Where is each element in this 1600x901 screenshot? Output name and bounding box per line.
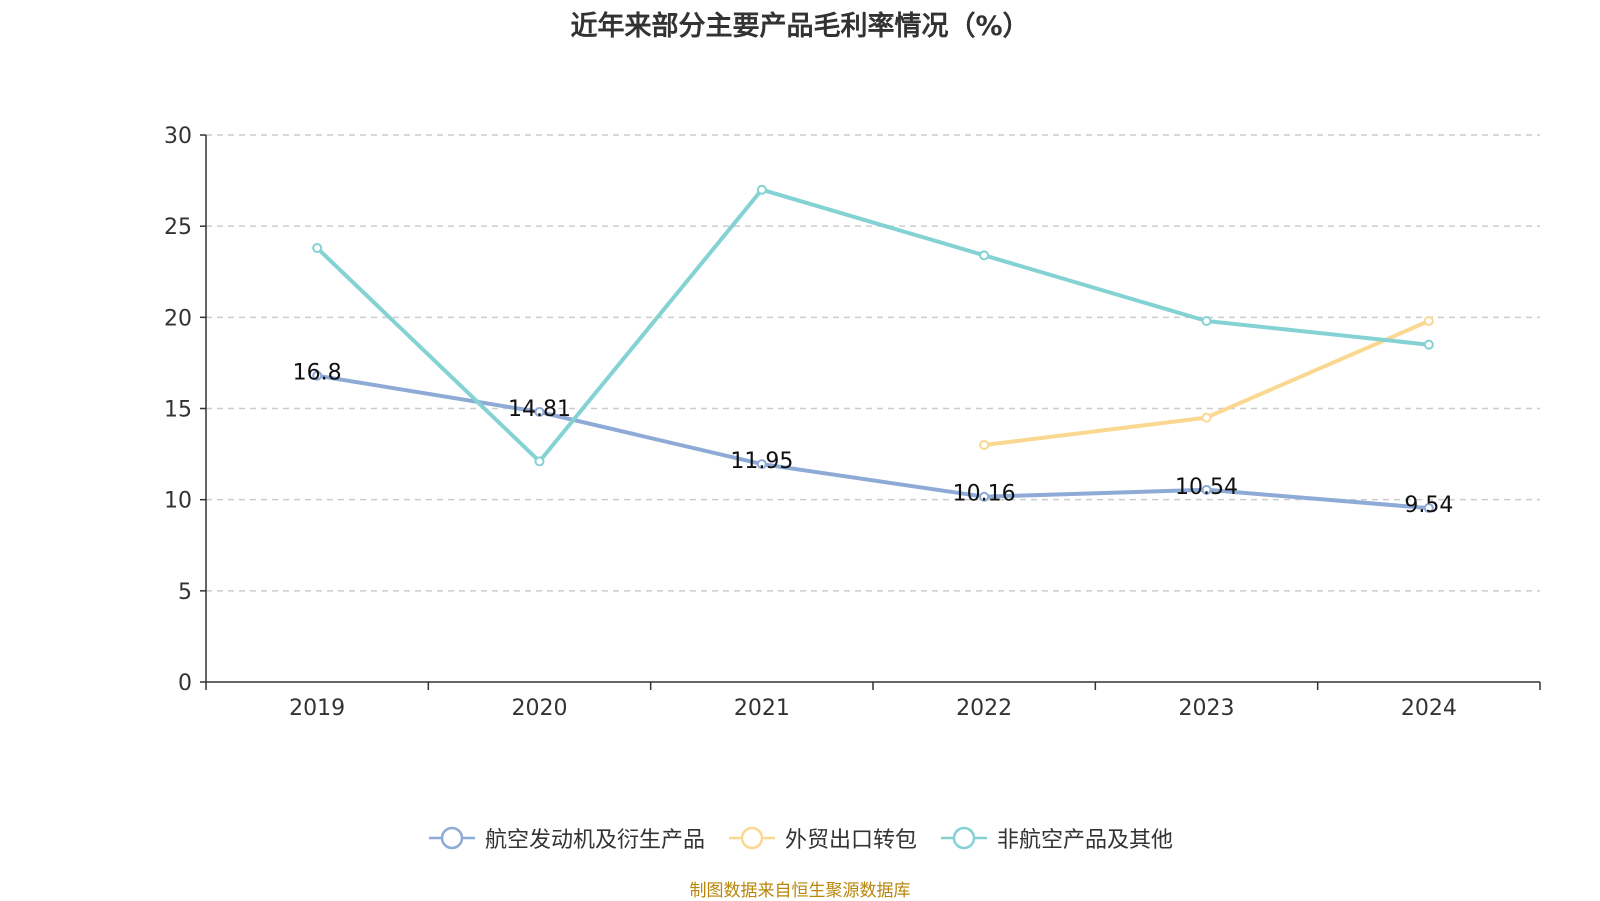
data-label: 16.8 <box>293 361 342 386</box>
data-point-export-subcontract[interactable] <box>1201 412 1212 423</box>
y-tick-label: 10 <box>164 489 192 514</box>
y-tick-label: 0 <box>178 671 192 696</box>
source-note: 制图数据来自恒生聚源数据库 <box>689 881 911 901</box>
series-line-non-aero <box>315 187 1430 464</box>
legend-item-export-subcontract[interactable]: 外贸出口转包 <box>727 822 917 854</box>
x-tick-label: 2019 <box>289 696 345 721</box>
y-tick-label: 5 <box>178 580 192 605</box>
legend-label-non-aero: 非航空产品及其他 <box>997 828 1174 853</box>
data-label: 14.81 <box>508 397 571 422</box>
legend-swatch-aero-engine <box>428 826 475 850</box>
data-label: 10.54 <box>1175 475 1238 500</box>
data-label: 11.95 <box>730 449 793 474</box>
x-tick-label: 2020 <box>512 696 568 721</box>
data-label: 10.16 <box>953 482 1016 507</box>
y-tick-label: 25 <box>164 215 192 240</box>
legend-marker <box>952 826 976 850</box>
data-point-aero-engine[interactable] <box>534 406 545 417</box>
x-tick-label: 2023 <box>1179 696 1235 721</box>
y-tick-label: 15 <box>164 398 192 423</box>
legend-marker <box>740 826 764 850</box>
data-label: 9.54 <box>1404 493 1453 518</box>
data-point-non-aero[interactable] <box>979 250 990 261</box>
legend-item-non-aero[interactable]: 非航空产品及其他 <box>939 822 1173 854</box>
legend: 航空发动机及衍生产品 外贸出口转包 非航空产品及其他 <box>0 822 1600 854</box>
y-tick-label: 20 <box>164 306 192 331</box>
legend-label-export-subcontract: 外贸出口转包 <box>784 828 917 853</box>
data-point-aero-engine[interactable] <box>756 459 767 470</box>
legend-marker <box>440 826 464 850</box>
y-tick-label: 30 <box>164 124 192 149</box>
data-point-aero-engine[interactable] <box>312 370 323 381</box>
legend-label-aero-engine: 航空发动机及衍生产品 <box>484 828 705 853</box>
data-point-non-aero[interactable] <box>1201 315 1212 326</box>
data-point-non-aero[interactable] <box>312 243 323 254</box>
chart-title: 近年来部分主要产品毛利率情况（%） <box>570 11 1030 42</box>
data-point-non-aero[interactable] <box>1423 339 1434 350</box>
data-point-aero-engine[interactable] <box>979 491 990 502</box>
legend-item-aero-engine[interactable]: 航空发动机及衍生产品 <box>427 822 705 854</box>
x-tick-label: 2021 <box>734 696 790 721</box>
data-point-export-subcontract[interactable] <box>1423 315 1434 326</box>
x-tick-label: 2024 <box>1401 696 1457 721</box>
data-point-non-aero[interactable] <box>534 456 545 467</box>
legend-swatch-export-subcontract <box>728 826 775 850</box>
series-line-aero-engine <box>316 373 1429 511</box>
data-point-aero-engine[interactable] <box>1423 503 1434 514</box>
legend-swatch-non-aero <box>941 826 987 850</box>
data-point-export-subcontract[interactable] <box>979 439 990 450</box>
data-point-non-aero[interactable] <box>756 184 767 195</box>
x-tick-label: 2022 <box>956 696 1012 721</box>
data-point-aero-engine[interactable] <box>1201 484 1212 495</box>
